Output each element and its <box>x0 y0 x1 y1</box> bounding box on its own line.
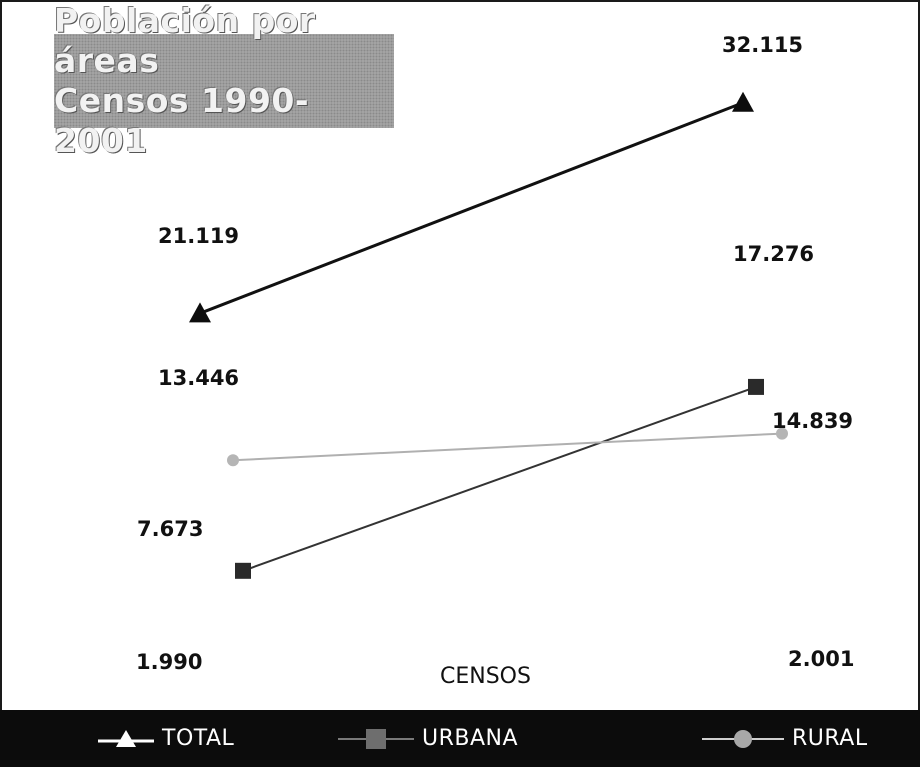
legend-label-rural: RURAL <box>792 726 868 751</box>
legend-square-marker-icon <box>338 728 414 749</box>
legend-circle-marker-icon <box>702 729 784 748</box>
series-line-total <box>199 101 744 315</box>
marker-rural-1990 <box>227 454 239 467</box>
marker-urbana-1990 <box>235 562 251 579</box>
x-tick-label-1990: 1.990 <box>136 650 203 674</box>
chart-title-line-2: Censos 1990-2001 <box>54 81 310 160</box>
marker-total-1990 <box>189 302 211 323</box>
series-line-rural <box>232 432 783 462</box>
legend-label-total: TOTAL <box>162 726 235 751</box>
data-label-total-1990: 21.119 <box>158 224 240 248</box>
data-label-rural-1990: 13.446 <box>158 366 240 390</box>
data-label-rural-2001: 14.839 <box>772 409 854 433</box>
data-label-urbana-1990: 7.673 <box>137 517 204 541</box>
legend: TOTAL URBANA RURAL <box>0 710 920 767</box>
legend-item-rural: RURAL <box>700 710 868 767</box>
x-axis-label: CENSOS <box>440 664 531 689</box>
x-tick-label-2001: 2.001 <box>788 647 855 671</box>
data-label-urbana-2001: 17.276 <box>733 242 815 266</box>
legend-item-urbana: URBANA <box>336 710 518 767</box>
series-line-urbana <box>242 385 757 572</box>
legend-triangle-marker-icon <box>98 729 154 747</box>
chart-title-line-1: Población por áreas <box>54 1 316 80</box>
marker-total-2001 <box>732 91 754 112</box>
marker-rural-2001 <box>776 427 788 440</box>
data-label-total-2001: 32.115 <box>722 33 804 57</box>
chart-title-box: Población por áreas Censos 1990-2001 <box>54 1 394 160</box>
legend-item-total: TOTAL <box>96 710 234 767</box>
marker-urbana-2001 <box>748 378 764 395</box>
line-chart-plot <box>189 91 788 579</box>
legend-label-urbana: URBANA <box>422 726 519 751</box>
